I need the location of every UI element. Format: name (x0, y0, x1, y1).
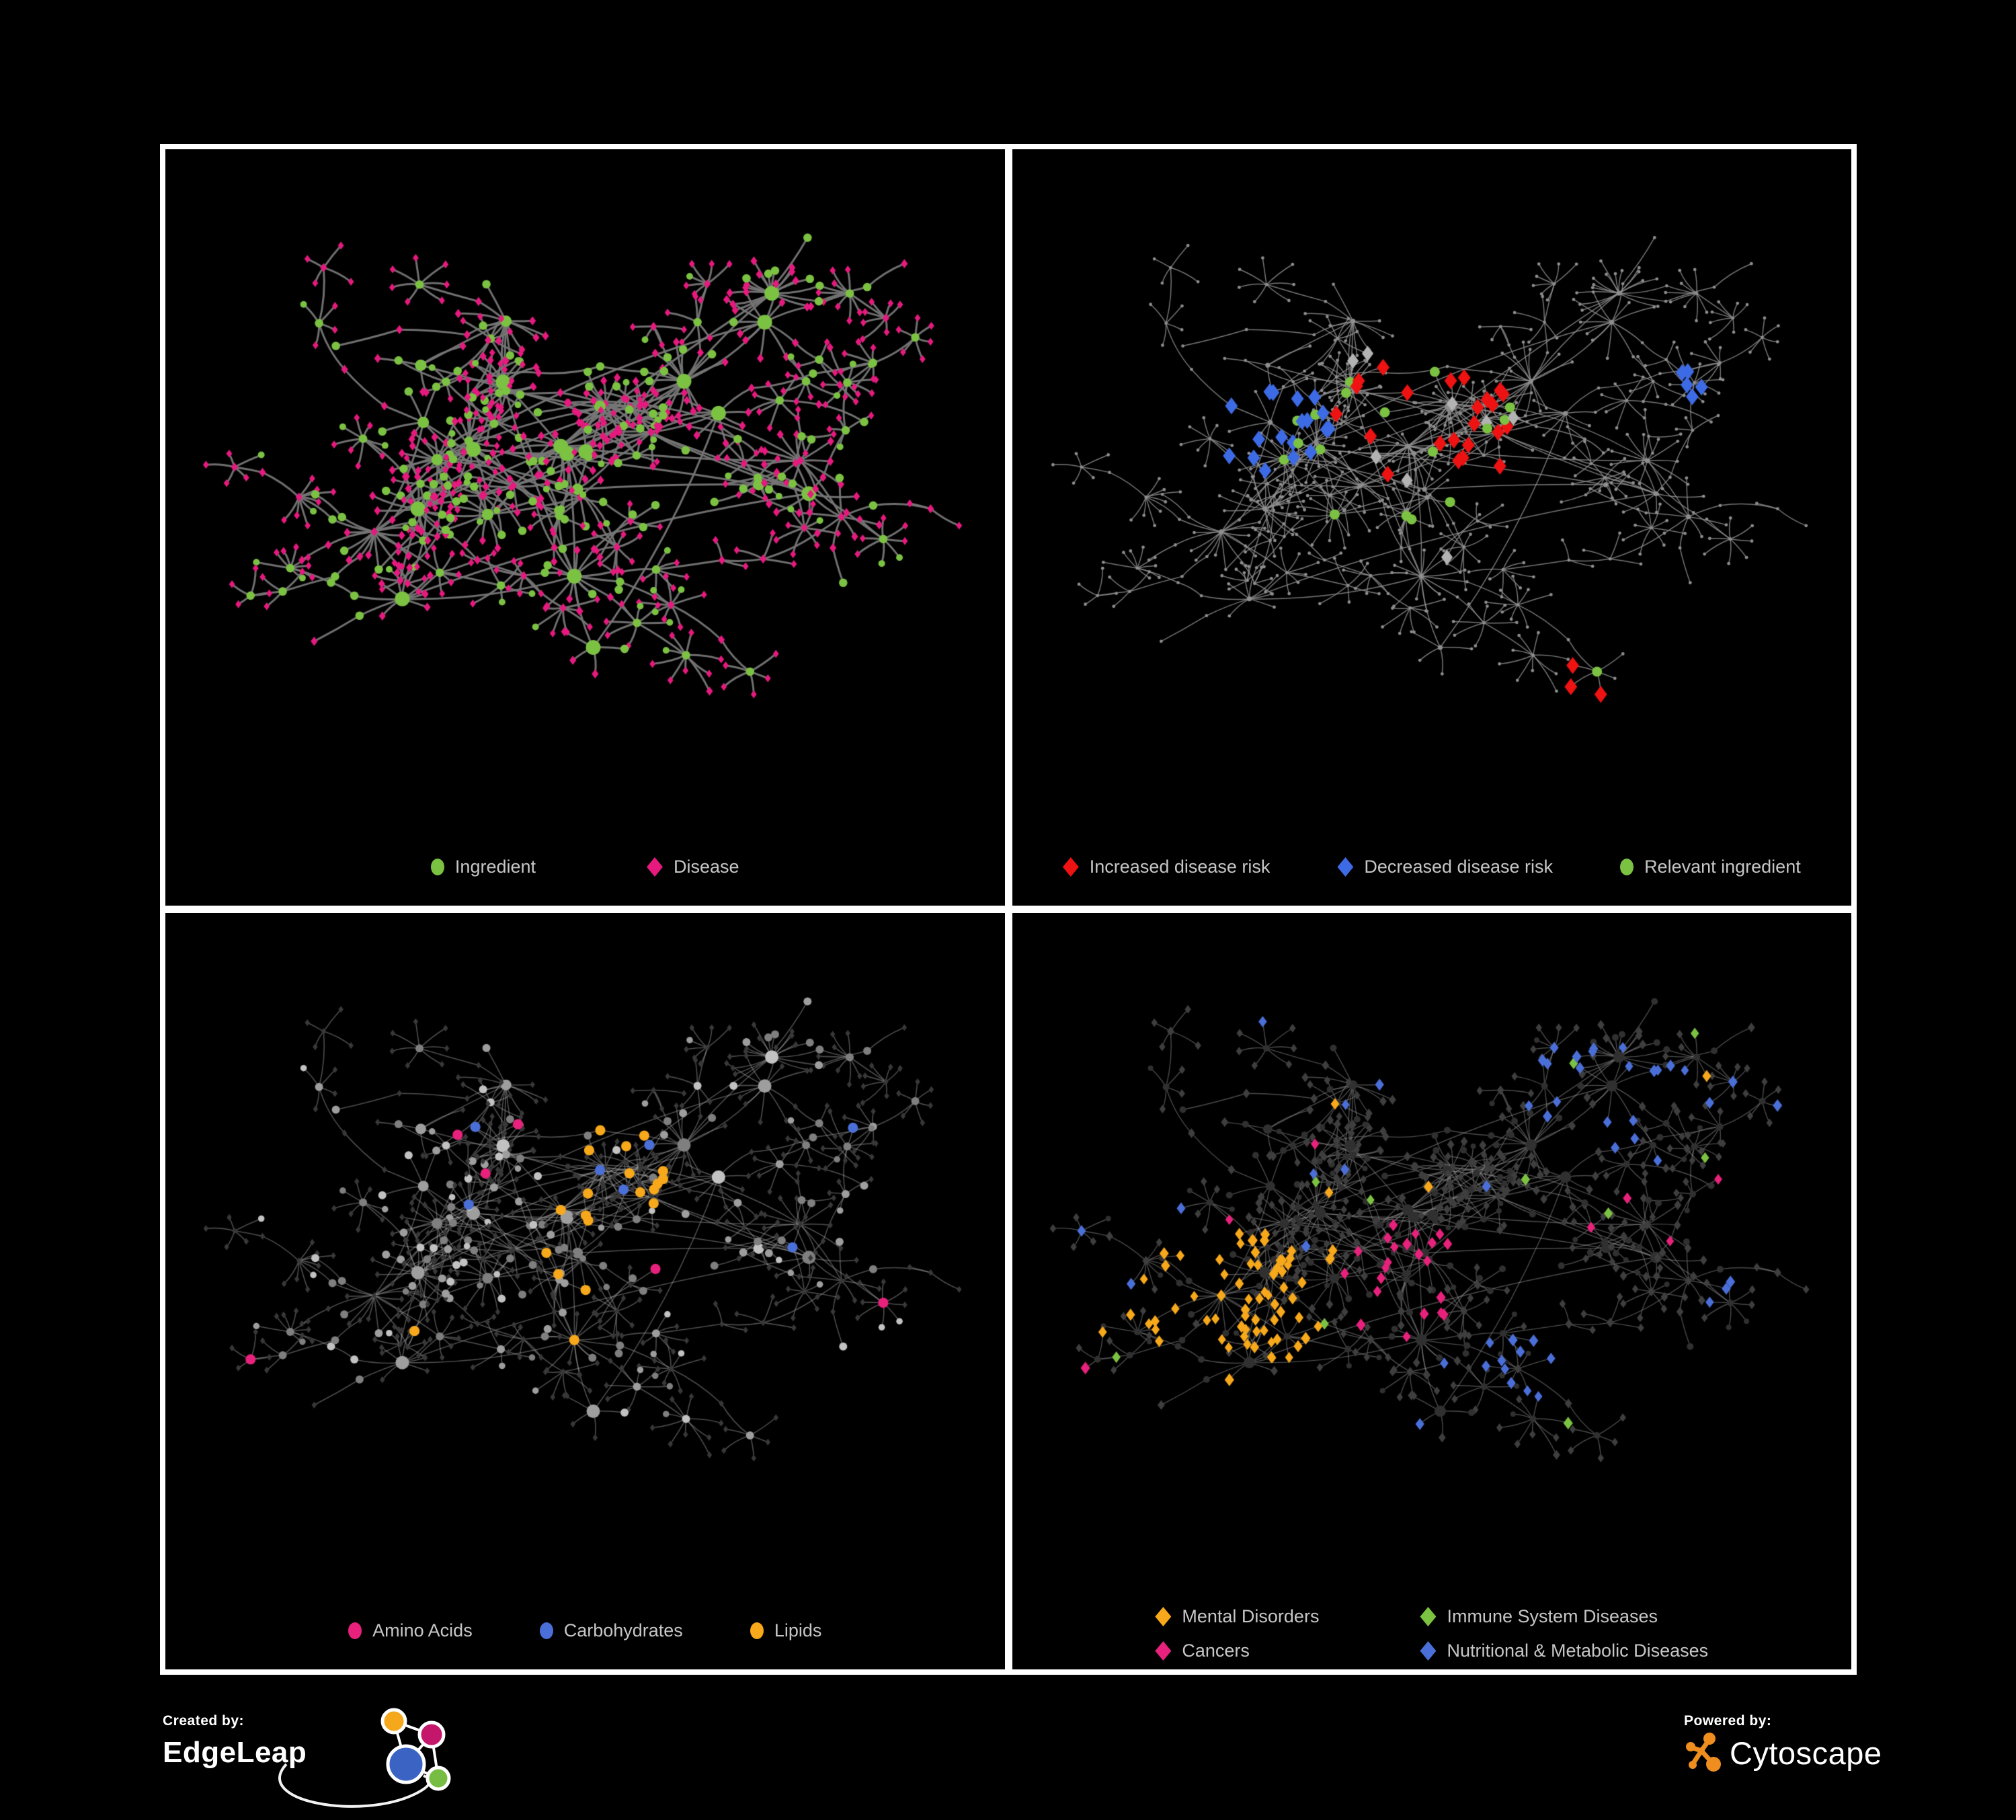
circle-swatch-icon (430, 859, 444, 875)
legend-ingredient-disease: Ingredient Disease (165, 857, 1005, 877)
legend-label: Ingredient (454, 857, 536, 877)
legend-item-decreased-disease-risk: Decreased disease risk (1337, 857, 1553, 877)
circle-swatch-icon (348, 1622, 362, 1639)
legend-label: Cancers (1182, 1640, 1250, 1661)
diamond-swatch-icon (647, 857, 663, 877)
created-by-label: Created by: (163, 1713, 245, 1729)
legend-nutrient-groups: Amino Acids Carbohydrates Lipids (165, 1620, 1005, 1641)
legend-label: Amino Acids (372, 1620, 473, 1640)
cytoscape-logo-icon (1686, 1733, 1721, 1772)
panel-disease-categories: Mental Disorders Immune System Diseases Ca… (1012, 913, 1852, 1669)
legend-label: Disease (674, 857, 739, 877)
legend-item-mental-disorders: Mental Disorders (1155, 1606, 1319, 1627)
edgeleap-logo-icon (278, 1708, 451, 1808)
diamond-swatch-icon (1155, 1641, 1172, 1661)
legend-label: Nutritional & Metabolic Diseases (1447, 1640, 1709, 1661)
diamond-swatch-icon (1155, 1607, 1172, 1626)
legend-item-relevant-ingredient: Relevant ingredient (1620, 857, 1801, 877)
legend-item-amino-acids: Amino Acids (348, 1620, 473, 1641)
powered-by-block: Powered by: Cytoscape (1684, 1713, 1980, 1817)
legend-label: Mental Disorders (1182, 1606, 1320, 1626)
diamond-swatch-icon (1420, 1607, 1437, 1626)
legend-item-immune-system-diseases: Immune System Diseases (1420, 1606, 1658, 1627)
network-ingredient-disease (165, 149, 1004, 842)
network-disease-risk (1012, 149, 1851, 842)
legend-label: Lipids (774, 1620, 822, 1640)
legend-label: Decreased disease risk (1364, 857, 1554, 877)
circle-swatch-icon (1620, 859, 1634, 875)
circle-swatch-icon (539, 1622, 553, 1639)
legend-item-disease: Disease (647, 857, 739, 877)
circle-swatch-icon (750, 1622, 764, 1639)
legend-item-carbohydrates: Carbohydrates (539, 1620, 683, 1641)
edgeleap-wordmark: EdgeLeap (163, 1736, 307, 1769)
legend-label: Immune System Diseases (1447, 1606, 1658, 1626)
legend-item-nutritional-metabolic-diseases: Nutritional & Metabolic Diseases (1420, 1640, 1708, 1661)
legend-disease-categories: Mental Disorders Immune System Diseases Ca… (1012, 1606, 1852, 1661)
panel-disease-risk: Increased disease risk Decreased disease … (1012, 149, 1852, 906)
network-disease-categories (1012, 913, 1851, 1606)
diamond-swatch-icon (1062, 857, 1079, 877)
legend-disease-risk: Increased disease risk Decreased disease … (1012, 857, 1852, 877)
legend-item-increased-disease-risk: Increased disease risk (1062, 857, 1271, 877)
network-nutrient-groups (165, 913, 1004, 1606)
panel-nutrient-groups: Amino Acids Carbohydrates Lipids (165, 913, 1005, 1669)
panel-ingredient-disease: Ingredient Disease (165, 149, 1005, 906)
panels-frame: Ingredient Disease Increased disease risk… (160, 144, 1857, 1675)
diamond-swatch-icon (1420, 1641, 1437, 1661)
created-by-block: Created by: EdgeLeap (163, 1708, 526, 1817)
diamond-swatch-icon (1337, 857, 1354, 877)
legend-label: Carbohydrates (563, 1620, 683, 1640)
legend-item-ingredient: Ingredient (430, 857, 536, 877)
legend-item-lipids: Lipids (750, 1620, 822, 1641)
legend-label: Increased disease risk (1089, 857, 1271, 877)
cytoscape-wordmark: Cytoscape (1730, 1735, 1882, 1771)
legend-label: Relevant ingredient (1644, 857, 1801, 877)
legend-item-cancers: Cancers (1155, 1640, 1250, 1661)
powered-by-label: Powered by: (1684, 1713, 1772, 1729)
